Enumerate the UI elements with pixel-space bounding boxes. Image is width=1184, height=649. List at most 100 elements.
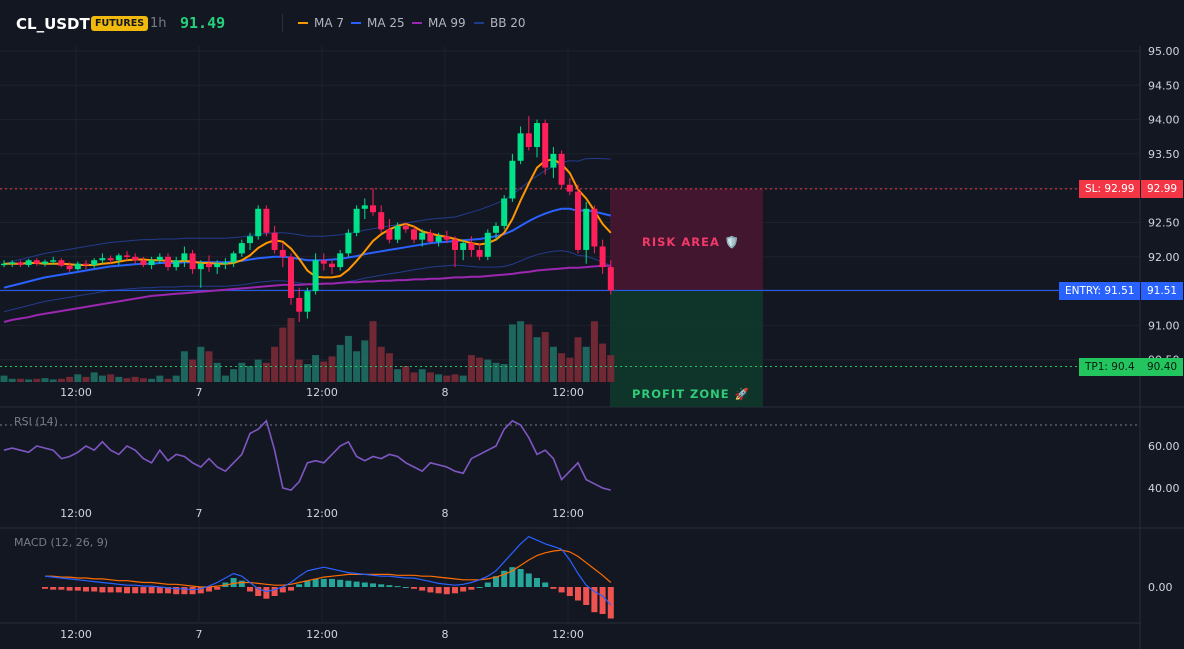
candle-body <box>156 256 163 261</box>
macd-signal-line <box>45 549 612 588</box>
macd-histogram-bar <box>279 587 286 593</box>
candle-body <box>288 256 294 298</box>
macd-histogram-bar <box>91 587 98 592</box>
macd-histogram-bar <box>484 582 491 587</box>
price-tick-label: 94.50 <box>1148 79 1180 92</box>
volume-bar <box>107 374 115 382</box>
price-tick-label: 95.00 <box>1148 45 1180 58</box>
candle-body <box>148 260 155 266</box>
legend-ma25[interactable]: MA 25 <box>351 16 405 30</box>
candle-body <box>206 263 212 268</box>
volume-bar <box>180 351 188 382</box>
macd-histogram-bar <box>165 587 171 594</box>
candle-body <box>599 246 606 268</box>
macd-histogram-bar <box>558 587 565 593</box>
time-tick-label: 7 <box>196 507 203 520</box>
volume-bar <box>525 324 533 382</box>
macd-histogram-bar <box>345 580 352 587</box>
bb-upper-line <box>3 157 611 265</box>
macd-histogram-bar <box>42 587 48 589</box>
volume-bar <box>336 344 344 382</box>
volume-bar <box>221 375 229 382</box>
macd-histogram-bar <box>443 587 450 595</box>
macd-histogram-bar <box>361 582 368 587</box>
time-tick-label: 7 <box>196 628 203 641</box>
profit-zone <box>610 290 763 407</box>
volume-bar <box>271 346 279 382</box>
volume-bar <box>164 378 172 382</box>
macd-histogram-bar <box>394 586 401 588</box>
candle-body <box>58 260 65 266</box>
candle-body <box>460 243 467 250</box>
candle-body <box>91 260 98 266</box>
ma99-label: MA 99 <box>428 16 466 30</box>
rsi-line <box>3 419 611 491</box>
ma25-line <box>3 207 612 289</box>
candle-body <box>165 256 171 268</box>
candle-body <box>468 243 475 250</box>
macd-label: MACD (12, 26, 9) <box>14 536 109 549</box>
macd-tick-label: 0.00 <box>1148 581 1173 594</box>
macd-histogram-bar <box>509 567 516 587</box>
legend-ma7[interactable]: MA 7 <box>298 16 344 30</box>
candle-body <box>107 258 114 261</box>
volume-bar <box>33 378 41 382</box>
interval-label[interactable]: 1h <box>150 16 167 31</box>
candle-body <box>435 236 442 242</box>
volume-bar <box>492 362 500 382</box>
legend-ma99[interactable]: MA 99 <box>412 16 466 30</box>
candle-body <box>50 260 57 262</box>
time-tick-label: 12:00 <box>60 386 92 399</box>
ma25-swatch <box>351 22 361 24</box>
price-tick-label: 91.00 <box>1148 319 1180 332</box>
volume-bar <box>418 369 426 382</box>
candle-body <box>9 262 16 264</box>
candle-body <box>476 249 483 257</box>
macd-histogram-bar <box>247 587 253 592</box>
candle-body <box>279 249 286 257</box>
volume-bar <box>0 375 8 382</box>
candle-body <box>140 260 147 266</box>
candle-body <box>320 260 327 264</box>
macd-histogram-bar <box>550 587 557 589</box>
time-tick-label: 7 <box>196 386 203 399</box>
macd-histogram-bar <box>66 587 73 591</box>
macd-histogram-bar <box>132 587 139 594</box>
macd-histogram-bar <box>99 587 106 593</box>
candle-body <box>173 260 180 268</box>
macd-histogram-bar <box>534 578 540 587</box>
candle-body <box>1 263 7 266</box>
volume-bar <box>435 374 443 382</box>
macd-histogram-bar <box>107 587 114 593</box>
time-tick-label: 8 <box>442 386 449 399</box>
volume-bar <box>57 378 65 382</box>
candle-body <box>25 260 32 266</box>
volume-bar <box>312 355 320 382</box>
macd-histogram-bar <box>493 576 499 587</box>
macd-line <box>44 535 612 606</box>
futures-badge: FUTURES <box>91 16 149 31</box>
volume-bar <box>558 353 566 382</box>
macd-histogram-bar <box>58 587 65 590</box>
time-tick-label: 12:00 <box>552 628 584 641</box>
time-tick-label: 12:00 <box>552 386 584 399</box>
macd-histogram-bar <box>189 587 196 595</box>
price-tick-label: 94.00 <box>1148 114 1180 127</box>
time-tick-label: 8 <box>442 507 449 520</box>
candle-body <box>452 239 458 250</box>
macd-histogram-bar <box>411 587 417 589</box>
volume-bar <box>369 321 377 382</box>
volume-bar <box>328 356 336 382</box>
volume-bar <box>320 361 328 382</box>
symbol-name[interactable]: CL_USDT <box>16 15 90 33</box>
candle-body <box>607 267 614 291</box>
candle-body <box>411 229 417 240</box>
volume-bar <box>303 364 311 382</box>
candle-body <box>271 232 278 250</box>
candle-body <box>345 232 352 254</box>
candle-body <box>419 232 426 240</box>
macd-histogram-bar <box>320 578 327 587</box>
macd-histogram-bar <box>460 587 467 592</box>
legend-bb20[interactable]: BB 20 <box>474 16 526 30</box>
